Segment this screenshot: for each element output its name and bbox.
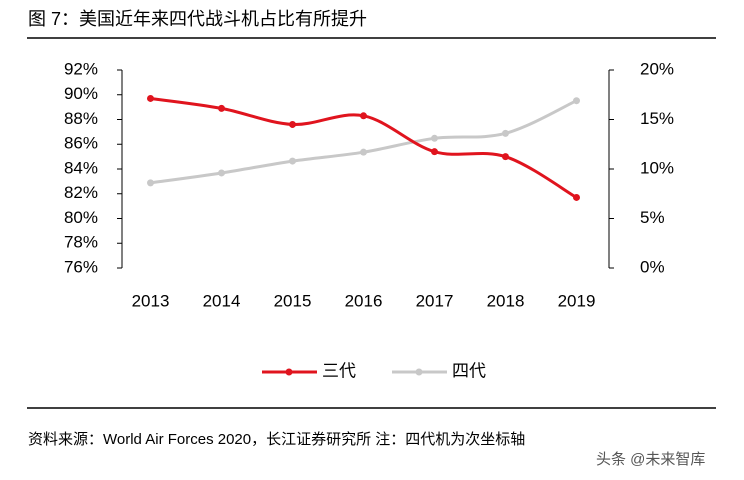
x-tick-label: 2018 (487, 291, 525, 310)
watermark: 头条 @未来智库 (596, 450, 705, 468)
series-marker (289, 157, 296, 165)
x-tick-label: 2013 (132, 291, 170, 310)
y2-tick-label: 20% (640, 59, 674, 78)
x-tick-label: 2017 (416, 291, 454, 310)
x-tick-label: 2019 (558, 291, 596, 310)
y-tick-label: 78% (64, 233, 98, 252)
legend-label: 三代 (322, 361, 356, 380)
series-marker (360, 148, 367, 156)
y-tick-label: 86% (64, 134, 98, 153)
series-marker (502, 153, 509, 161)
x-tick-label: 2014 (203, 291, 241, 310)
y-tick-label: 88% (64, 109, 98, 128)
legend-marker (415, 368, 423, 376)
source-note: 资料来源：World Air Forces 2020，长江证券研究所 注：四代机… (28, 431, 525, 448)
series-marker (573, 97, 580, 105)
legend-label: 四代 (452, 361, 486, 380)
y2-tick-label: 5% (640, 208, 665, 227)
x-tick-label: 2015 (274, 291, 312, 310)
series-marker (502, 129, 509, 137)
series-marker (147, 179, 154, 187)
y-tick-label: 92% (64, 59, 98, 78)
series-marker (218, 104, 225, 112)
y-tick-label: 84% (64, 158, 98, 177)
y-tick-label: 76% (64, 257, 98, 276)
series-marker (573, 193, 580, 201)
series-marker (431, 134, 438, 142)
series-marker (289, 120, 296, 128)
y2-tick-label: 15% (640, 109, 674, 128)
series-marker (218, 169, 225, 177)
y2-tick-label: 10% (640, 158, 674, 177)
series-marker (360, 112, 367, 120)
series-marker (431, 148, 438, 156)
series-marker (147, 94, 154, 102)
y-tick-label: 90% (64, 84, 98, 103)
x-tick-label: 2016 (345, 291, 383, 310)
y-tick-label: 80% (64, 208, 98, 227)
legend-marker (285, 368, 293, 376)
chart-title: 图 7：美国近年来四代战斗机占比有所提升 (28, 9, 367, 29)
y-tick-label: 82% (64, 183, 98, 202)
y2-tick-label: 0% (640, 257, 665, 276)
